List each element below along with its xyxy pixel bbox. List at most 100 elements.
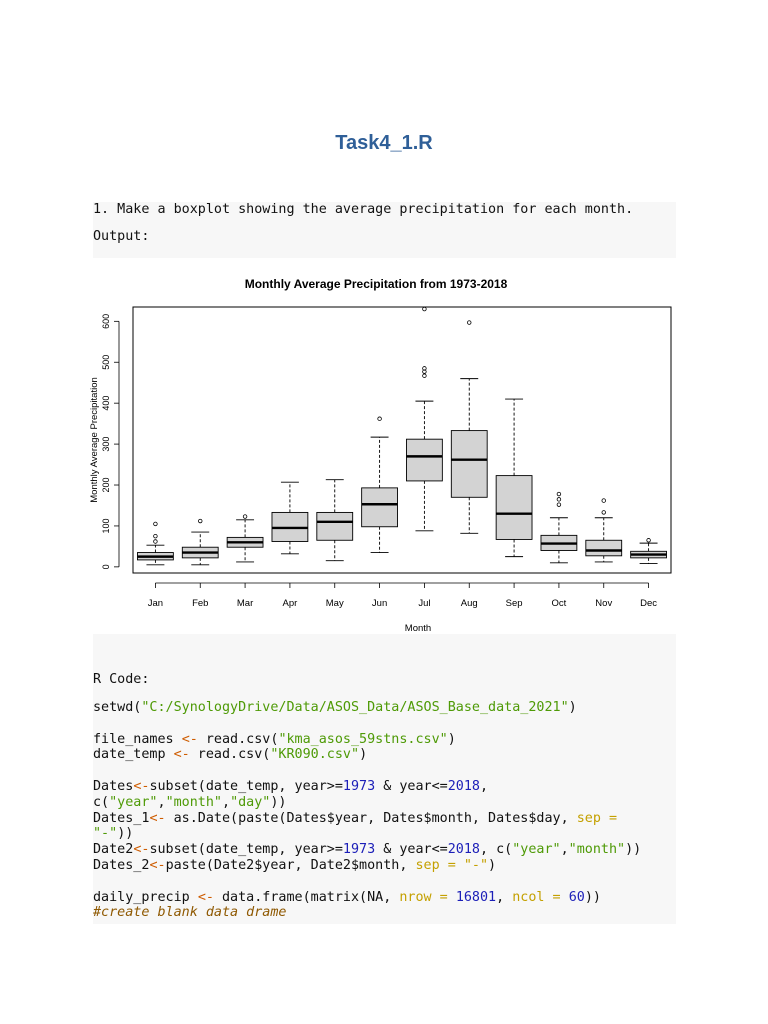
box-sep	[495, 475, 533, 540]
outlier-point	[556, 491, 562, 497]
code-token: data.frame(matrix(NA,	[213, 889, 400, 905]
code-token: "month"	[165, 794, 222, 810]
outlier-point	[556, 497, 562, 502]
outlier-point	[198, 518, 203, 524]
code-token: 16801	[455, 889, 497, 905]
code-token: & year<=	[375, 842, 448, 858]
x-tick-label: Jul	[418, 598, 430, 609]
code-token: ))	[625, 842, 642, 858]
code-token: ))	[117, 826, 134, 842]
r-code-label: R Code:	[93, 672, 150, 687]
outlier-point	[422, 366, 427, 371]
outlier-point	[153, 521, 158, 527]
task-instruction: 1. Make a boxplot showing the average pr…	[93, 202, 634, 217]
code-token: ))	[270, 794, 287, 810]
outlier-point	[153, 533, 158, 539]
x-tick-label: Dec	[640, 598, 657, 609]
code-token: "day"	[230, 794, 271, 810]
code-token	[448, 890, 456, 905]
outlier-point	[646, 538, 651, 543]
x-axis-label: Month	[405, 623, 431, 634]
outlier-point	[422, 306, 427, 312]
plot-frame	[132, 306, 672, 574]
y-tick-label: 600	[101, 314, 111, 329]
outlier-point	[153, 539, 158, 544]
code-token: paste(Date2$year, Date2$month,	[165, 858, 416, 873]
outlier-point	[422, 373, 427, 378]
code-token: subset(date_temp, year>=	[149, 842, 343, 858]
x-tick-label: Oct	[552, 598, 567, 609]
code-line: Dates_2<-paste(Date2$year, Date2$month, …	[93, 858, 496, 873]
code-token: , c(	[479, 842, 513, 858]
code-token: 60	[568, 889, 585, 905]
x-tick-label: Jun	[372, 598, 387, 609]
code-line: c("year","month","day"))	[93, 795, 287, 810]
code-token: 1973	[342, 842, 376, 858]
x-tick-label: May	[326, 598, 344, 609]
x-tick-label: Jan	[148, 598, 163, 609]
code-token: Dates_2	[93, 858, 150, 873]
chart-title: Monthly Average Precipitation from 1973-…	[245, 277, 508, 291]
code-token: 2018	[447, 779, 480, 794]
code-token: c(	[93, 794, 110, 810]
y-tick-label: 0	[101, 564, 111, 569]
code-token: ))	[584, 889, 601, 905]
code-token: "-"	[93, 826, 118, 842]
code-token: "KR090.csv"	[270, 747, 360, 763]
y-tick-label: 200	[101, 477, 111, 492]
box-jul	[406, 438, 443, 482]
code-token: sep =	[576, 810, 618, 826]
code-token: Dates_1	[93, 810, 150, 826]
code-token: ncol =	[512, 889, 561, 905]
code-token: date_temp	[93, 747, 174, 763]
r-code-block: R Code: setwd("C:/SynologyDrive/Data/ASO…	[93, 634, 676, 924]
code-token: & year<=	[375, 779, 448, 794]
code-token: ,	[222, 794, 231, 810]
code-token: 1973	[342, 779, 376, 794]
box-jun	[361, 487, 398, 528]
y-tick-label: 300	[101, 437, 111, 452]
x-tick-label: Sep	[506, 598, 523, 609]
code-token: "year"	[512, 842, 561, 858]
code-token: ,	[496, 889, 513, 905]
x-tick-label: Aug	[461, 598, 478, 609]
code-token: nrow =	[399, 889, 448, 905]
code-line: file_names <- read.csv("kma_asos_59stns.…	[93, 732, 456, 747]
boxplot-figure: Monthly Average Precipitation from 1973-…	[83, 262, 683, 634]
outlier-point	[601, 510, 606, 515]
box-may	[316, 511, 354, 541]
x-tick-label: Apr	[283, 598, 298, 609]
code-token: <-	[173, 747, 190, 763]
code-line: setwd("C:/SynologyDrive/Data/ASOS_Data/A…	[93, 700, 577, 715]
code-token: )	[568, 700, 577, 715]
code-token: <-	[133, 779, 150, 794]
code-token: <-	[181, 731, 198, 747]
output-label: Output:	[93, 229, 150, 244]
code-line: date_temp <- read.csv("KR090.csv")	[93, 747, 367, 762]
code-token: ,	[560, 842, 569, 858]
code-token: subset(date_temp, year>=	[149, 779, 343, 794]
code-line: "-"))	[93, 826, 133, 841]
outlier-point	[556, 502, 562, 507]
x-tick-label: Nov	[595, 598, 612, 609]
code-token: as.Date(paste(Dates$year, Dates$month, D…	[165, 810, 577, 826]
box-nov	[585, 539, 623, 557]
code-line: Date2<-subset(date_temp, year>=1973 & ye…	[93, 842, 641, 857]
box-aug	[450, 430, 488, 498]
code-token: "kma_asos_59stns.csv"	[278, 731, 448, 747]
code-token: Dates	[93, 779, 134, 794]
x-tick-label: Mar	[237, 598, 253, 609]
task-output-block: 1. Make a boxplot showing the average pr…	[93, 202, 676, 258]
code-line: daily_precip <- data.frame(matrix(NA, nr…	[93, 890, 601, 905]
outlier-point	[601, 498, 606, 503]
code-token: ,	[157, 794, 166, 810]
code-token	[561, 890, 569, 905]
code-token: #create blank data drame	[93, 905, 287, 921]
outlier-point	[242, 514, 248, 519]
code-token: read.csv(	[197, 731, 279, 747]
page-title: Task4_1.R	[335, 132, 433, 154]
y-tick-label: 400	[101, 396, 111, 411]
outlier-point	[467, 320, 472, 325]
code-token: <-	[133, 842, 150, 858]
code-token: read.csv(	[189, 747, 271, 763]
